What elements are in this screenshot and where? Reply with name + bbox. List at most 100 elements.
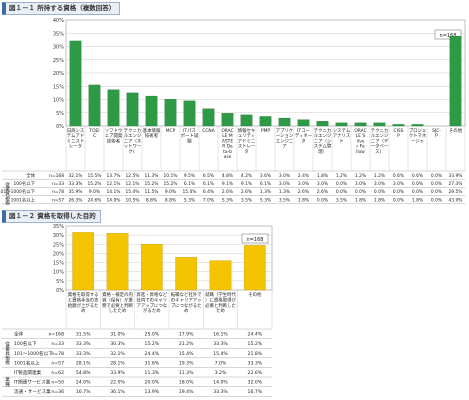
bar: [335, 122, 348, 127]
table-cell: 3.5%: [279, 197, 290, 203]
table-cell: 15.2%: [248, 341, 263, 347]
y-tick-label: 30%: [53, 233, 64, 239]
category-label: 就職（学生時代）に資格取得が必要と判断したため: [205, 291, 236, 314]
table-row-n: n=50: [51, 380, 64, 386]
table-cell: 43.9%: [449, 197, 463, 203]
table-cell: 3.0%: [355, 181, 366, 187]
table-cell: 18.0%: [179, 380, 194, 386]
table-group-label: 業種: [5, 376, 10, 388]
table-cell: 15.2%: [164, 181, 178, 187]
table-cell: 33.3%: [69, 181, 83, 187]
bar: [202, 108, 215, 127]
category-label: TOEI C: [88, 128, 99, 139]
table-cell: 2.6%: [298, 189, 309, 195]
bar: [175, 257, 197, 291]
category-label: MCP: [166, 128, 176, 134]
table-cell: 33.9%: [110, 370, 125, 376]
category-label: ソフトウェア開発技術者: [105, 127, 123, 144]
y-tick-label: 0%: [56, 124, 64, 130]
table-cell: 9.0%: [89, 189, 100, 195]
table-group-label: 従業員規模: [5, 181, 10, 206]
table-cell: 1.8%: [355, 197, 366, 203]
table-cell: 11.5%: [145, 189, 159, 195]
table-row-label: 101～1000名以下: [0, 188, 36, 195]
category-label: ITパスポート試験: [181, 128, 199, 144]
category-label: SJC-P: [432, 128, 441, 139]
category-label: テクニカルエンジニア（システム管理）: [314, 128, 332, 155]
y-tick-label: 10%: [53, 270, 64, 276]
table-cell: 5.3%: [260, 197, 271, 203]
category-label: ITコーディネータ: [295, 128, 312, 144]
table-cell: 13.9%: [145, 389, 160, 395]
table-cell: 7.0%: [203, 197, 214, 203]
table-cell: 0.0%: [412, 189, 423, 195]
bar: [88, 84, 101, 127]
table-cell: 19.3%: [179, 360, 194, 366]
table-cell: 0.0%: [393, 189, 404, 195]
table-row-label: IT製品関連業: [14, 369, 42, 376]
bar: [259, 116, 272, 127]
table-row-n: n=33: [52, 181, 64, 187]
table-cell: 3.0%: [374, 181, 385, 187]
table-cell: 0.6%: [412, 173, 423, 179]
table-cell: 3.6%: [260, 173, 271, 179]
table-cell: 14.0%: [107, 197, 121, 203]
n-box: [434, 29, 462, 40]
table-cell: 24.6%: [88, 197, 102, 203]
table-row-n: n=36: [51, 389, 64, 395]
table-cell: 15.4%: [126, 189, 140, 195]
table-row-label: IT関連サービス業: [14, 379, 51, 386]
table-cell: 14.0%: [213, 380, 228, 386]
table-cell: 33.3%: [76, 351, 91, 357]
y-tick-label: 25%: [53, 242, 64, 248]
table-row-n: n=78: [51, 351, 64, 357]
plot-area: [65, 225, 273, 291]
y-tick-label: 40%: [53, 18, 64, 24]
bar: [209, 260, 232, 291]
bar: [72, 232, 94, 291]
table-cell: 36.1%: [110, 389, 125, 395]
table-row-label: 100名以下: [13, 180, 35, 187]
table-cell: 10.5%: [126, 197, 140, 203]
table-cell: 33.3%: [213, 341, 228, 347]
table-row-label: 1001名以上: [11, 196, 36, 203]
table-cell: 2.6%: [222, 189, 233, 195]
table-row-n: n=78: [52, 189, 64, 195]
y-tick-label: 20%: [53, 251, 64, 257]
table-cell: 3.5%: [336, 197, 347, 203]
table-cell: 6.1%: [260, 181, 271, 187]
table-cell: 2.6%: [317, 189, 328, 195]
table-cell: 32.1%: [69, 173, 83, 179]
table-cell: 31.6%: [145, 360, 160, 366]
table-cell: 7.0%: [215, 360, 227, 366]
bar: [183, 100, 196, 127]
y-tick-label: 25%: [53, 58, 64, 64]
table-cell: 0.0%: [431, 173, 442, 179]
category-label: 資格・検定の内容（保有）が業務で必要と判断したため: [102, 291, 133, 314]
category-label: システムアナリスト: [333, 128, 351, 144]
table-cell: 0.0%: [374, 189, 385, 195]
table-cell: 8.8%: [146, 197, 157, 203]
table-cell: 19.4%: [179, 389, 194, 395]
table-cell: 33.3%: [213, 389, 228, 395]
table-cell: 24.0%: [76, 380, 91, 386]
y-tick-label: 15%: [53, 261, 64, 267]
bar: [126, 92, 139, 127]
category-label: 日商システムアドミニストレータ: [67, 127, 85, 150]
table-cell: 31.0%: [110, 332, 125, 338]
table-row-n: n=33: [51, 341, 64, 347]
table-cell: 0.0%: [431, 181, 442, 187]
table-cell: 17.9%: [179, 332, 194, 338]
table-row-n: n=57: [52, 197, 64, 203]
table-row-n: n=62: [51, 370, 64, 376]
chart-owned-qualifications: 0% 5% 10% 15% 20% 25% 30% 35% 40% n=168 日商システムアドミニ…: [0, 18, 466, 206]
bar: [69, 40, 82, 127]
table-cell: 6.5%: [203, 173, 214, 179]
table-cell: 3.0%: [298, 181, 309, 187]
table-cell: 15.5%: [88, 173, 102, 179]
table-cell: 16.1%: [213, 332, 228, 338]
table-row-n: n=168: [48, 332, 64, 338]
category-label: アプリケーションエンジニア: [276, 127, 294, 150]
table-cell: 24.4%: [248, 332, 263, 338]
